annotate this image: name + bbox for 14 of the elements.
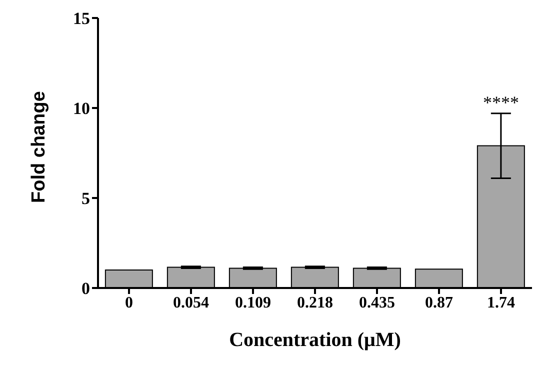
x-tick-label: 0 (125, 294, 133, 312)
y-tick-label: 10 (73, 99, 90, 118)
y-tick-label: 5 (82, 189, 90, 208)
x-tick-label: 0.435 (359, 294, 395, 312)
x-tick-label: 1.74 (487, 294, 515, 312)
y-tick-label: 15 (73, 9, 90, 28)
x-tick-label: 0.054 (173, 294, 209, 312)
x-tick-label: 0.109 (235, 294, 271, 312)
y-axis-title: Fold change (28, 91, 50, 203)
y-tick-label: 0 (82, 279, 90, 298)
annotation: **** (483, 92, 519, 112)
x-tick-label: 0.218 (297, 294, 333, 312)
x-axis-title: Concentration (μM) (229, 329, 401, 351)
x-tick-label: 0.87 (425, 294, 453, 312)
